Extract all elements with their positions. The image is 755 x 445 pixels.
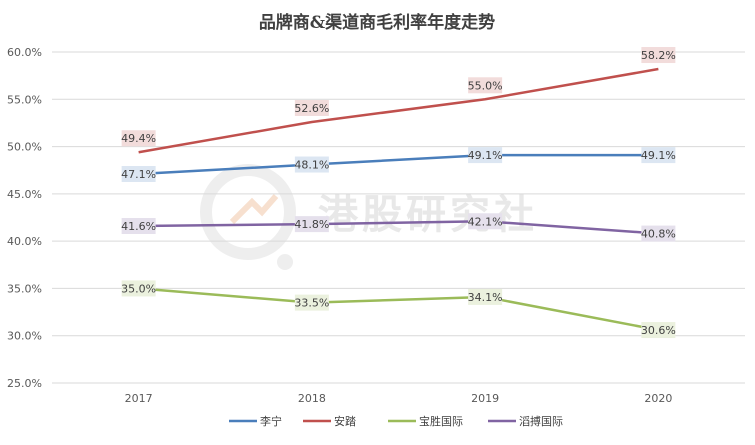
data-label: 55.0% [468,77,503,94]
y-tick-label: 30.0% [7,330,42,343]
data-label: 40.8% [641,225,676,242]
data-label-bg [468,288,503,305]
data-label: 49.4% [121,130,156,147]
data-labels: 47.1% 48.1% 49.1% 49.1% 49.4% 52.6% 55.0% 58.2%… [121,47,676,339]
data-label-text: 41.8% [294,218,329,231]
data-label-text: 42.1% [468,215,503,228]
chart-title: 品牌商&渠道商毛利率年度走势 [259,12,495,33]
data-label-text: 49.1% [468,149,503,162]
legend-item[interactable]: 宝胜国际 [388,414,463,428]
data-label: 58.2% [641,47,676,64]
data-label: 41.6% [121,218,156,235]
y-tick-label: 40.0% [7,235,42,248]
data-label-bg [468,77,503,94]
watermark-arrow-icon [229,194,279,225]
data-label-text: 52.6% [294,102,329,115]
y-tick-label: 45.0% [7,188,42,201]
data-label: 49.1% [641,147,676,164]
legend-label: 宝胜国际 [419,414,463,428]
data-label: 42.1% [468,213,503,230]
legend-label: 安踏 [334,414,356,428]
legend-item[interactable]: 滔搏国际 [488,414,563,428]
series-line-4 [138,220,659,235]
data-label-text: 55.0% [468,79,503,92]
data-label-text: 34.1% [468,291,503,304]
x-tick-label: 2020 [644,392,672,405]
data-label-text: 58.2% [641,49,676,62]
data-label-bg [641,322,676,339]
watermark-logo-dot-icon [277,254,293,270]
y-axis: 25.0% 30.0% 35.0% 40.0% 45.0% 50.0% 55.0% 60.0% [7,46,42,390]
data-label-text: 35.0% [121,282,156,295]
data-label-bg [294,294,329,311]
legend-item[interactable]: 安踏 [303,414,356,428]
legend-label: 李宁 [260,414,282,428]
y-tick-label: 60.0% [7,46,42,59]
data-label: 33.5% [294,294,329,311]
data-label: 34.1% [468,288,503,305]
data-label: 30.6% [641,322,676,339]
x-tick-label: 2018 [298,392,326,405]
data-label-text: 49.4% [121,132,156,145]
data-label: 48.1% [294,156,329,173]
legend-label: 滔搏国际 [519,414,563,428]
legend: 李宁 安踏 宝胜国际 滔搏国际 [229,414,563,428]
data-label-bg [294,156,329,173]
data-label-text: 49.1% [641,149,676,162]
data-label-bg [121,280,156,297]
data-label-bg [641,225,676,242]
data-label-text: 41.6% [121,220,156,233]
series-line-3 [138,287,659,332]
data-label-bg [468,147,503,164]
y-tick-label: 25.0% [7,377,42,390]
data-label-bg [121,218,156,235]
y-tick-label: 50.0% [7,141,42,154]
y-tick-label: 55.0% [7,93,42,106]
data-label: 52.6% [294,99,329,116]
data-label: 47.1% [121,165,156,182]
data-label-bg [294,99,329,116]
data-label-text: 30.6% [641,324,676,337]
data-label-bg [121,165,156,182]
legend-item[interactable]: 李宁 [229,414,282,428]
watermark-logo-icon [200,164,296,260]
data-label-bg [468,213,503,230]
series-line-1 [138,153,659,176]
data-label-bg [121,130,156,147]
series-line-2 [138,67,659,154]
data-label: 35.0% [121,280,156,297]
data-label-text: 40.8% [641,228,676,241]
x-axis: 2017 2018 2019 2020 [125,392,673,405]
y-tick-label: 35.0% [7,282,42,295]
data-label-text: 33.5% [294,297,329,310]
x-tick-label: 2019 [471,392,499,405]
data-label-bg [641,47,676,64]
data-label-text: 48.1% [294,159,329,172]
grid [52,51,745,384]
data-label-text: 47.1% [121,168,156,181]
data-label-bg [641,147,676,164]
series-lines [138,67,659,332]
watermark-text: 港股研究社 [318,192,538,238]
data-label: 49.1% [468,147,503,164]
data-label: 41.8% [294,216,329,233]
data-label-bg [294,216,329,233]
x-tick-label: 2017 [125,392,153,405]
